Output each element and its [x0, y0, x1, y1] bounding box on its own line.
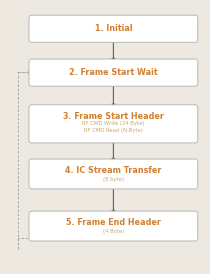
Text: 2. Frame Start Wait: 2. Frame Start Wait [69, 68, 158, 77]
Text: 4. IC Stream Transfer: 4. IC Stream Transfer [65, 166, 161, 175]
FancyBboxPatch shape [29, 15, 198, 42]
Text: (4 Byte): (4 Byte) [103, 229, 124, 234]
FancyBboxPatch shape [29, 159, 198, 189]
FancyBboxPatch shape [29, 59, 198, 86]
Text: 5. Frame End Header: 5. Frame End Header [66, 218, 161, 227]
Text: 1. Initial: 1. Initial [94, 24, 132, 33]
Text: (8 byte): (8 byte) [103, 177, 124, 182]
FancyBboxPatch shape [29, 105, 198, 143]
Text: RF CMD Write (24 Byte)
RF CMD Read (N-Byte): RF CMD Write (24 Byte) RF CMD Read (N-By… [82, 121, 145, 133]
Text: 3. Frame Start Header: 3. Frame Start Header [63, 112, 164, 121]
FancyBboxPatch shape [29, 211, 198, 241]
